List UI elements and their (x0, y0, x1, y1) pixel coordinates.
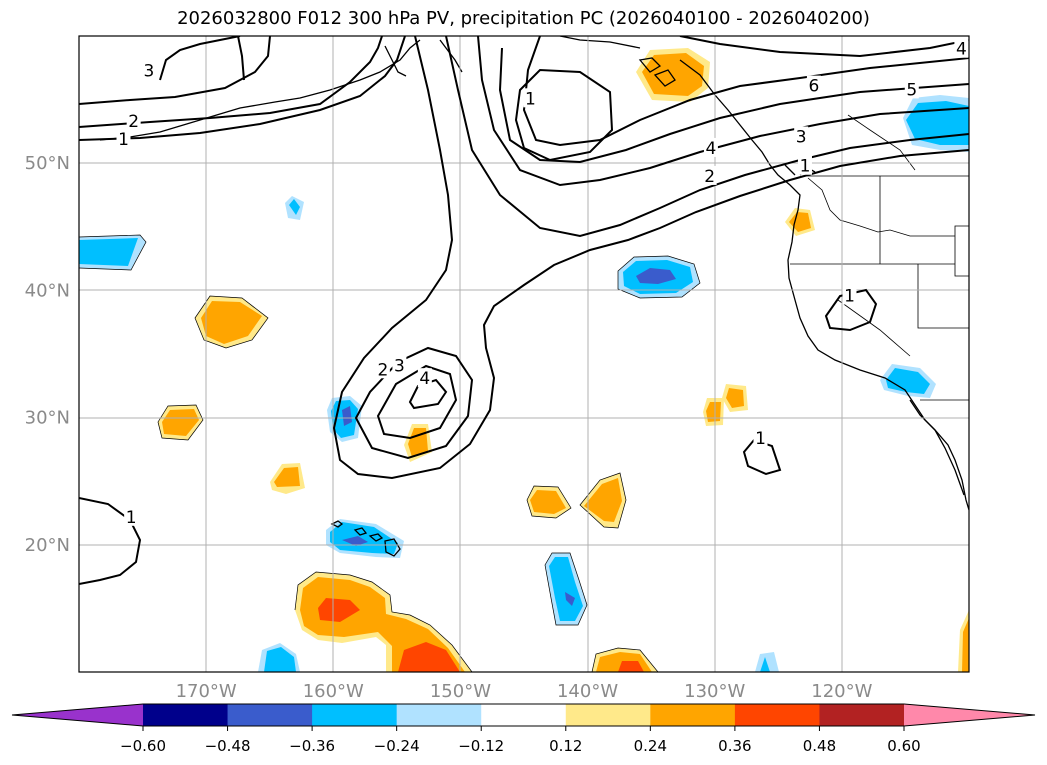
contour-label: 3 (144, 61, 155, 81)
contour-label-gap (794, 126, 809, 146)
contour-label-gap (797, 155, 812, 175)
lon-tick-label: 120°W (811, 681, 872, 702)
colorbar-extend-low (12, 704, 143, 726)
contour-label: 1 (126, 508, 137, 528)
colorbar-segment (734, 704, 820, 726)
contour-label-gap (124, 506, 139, 526)
contour-label-gap (703, 137, 718, 157)
contour-label-gap (523, 88, 538, 108)
lon-tick-label: 150°W (430, 681, 491, 702)
colorbar-segment (143, 704, 229, 726)
lon-tick-label: 130°W (684, 681, 745, 702)
contour-label-gap (954, 38, 969, 58)
contour-label-gap (806, 75, 821, 95)
colorbar-extend-high (904, 704, 1035, 726)
colorbar-tick-label: 0.48 (803, 737, 836, 755)
colorbar-tick-label: −0.12 (458, 737, 504, 755)
lon-tick-label: 170°W (176, 681, 237, 702)
colorbar-tick-label: −0.36 (289, 737, 335, 755)
colorbar-segment (565, 704, 651, 726)
colorbar-tick-label: 0.12 (549, 737, 582, 755)
coastlines (99, 36, 969, 557)
contour-label-gap (126, 111, 141, 131)
colorbar-segment (396, 704, 482, 726)
contour-label-gap (417, 368, 432, 388)
precipitation-outlines (79, 234, 701, 672)
contour-label: 1 (118, 130, 129, 150)
contour-label: 1 (844, 286, 855, 306)
contour-label-gap (141, 60, 156, 80)
lat-tick-label: 50°N (25, 153, 70, 174)
contour-label-gap (753, 427, 768, 447)
contour-label-gap (392, 355, 407, 375)
longitude-labels: 170°W 160°W 150°W 140°W 130°W 120°W (176, 681, 873, 702)
colorbar-segment (312, 704, 398, 726)
colorbar: −0.60 −0.48 −0.36 −0.24 −0.12 0.12 0.24 0.36 0.4… (11, 703, 1036, 755)
colorbar-tick-label: −0.60 (120, 737, 166, 755)
contour-label-gap (904, 79, 919, 99)
contour-label: 2 (128, 112, 139, 132)
contour-label: 2 (377, 360, 388, 380)
colorbar-tick-label: 0.36 (718, 737, 751, 755)
page-title: 2026032800 F012 300 hPa PV, precipitatio… (177, 8, 870, 29)
colorbar-tick-label: −0.48 (205, 737, 251, 755)
contour-label: 6 (808, 77, 819, 97)
contour-label: 3 (394, 356, 405, 376)
plot-frame (78, 35, 970, 673)
contour-label: 1 (800, 157, 811, 177)
contour-label: 3 (796, 127, 807, 147)
latitude-labels: 50°N 40°N 30°N 20°N (25, 153, 70, 556)
colorbar-tick-label: 0.24 (634, 737, 667, 755)
lat-tick-label: 30°N (25, 408, 70, 429)
contour-label-gap (842, 285, 857, 305)
colorbar-segment (819, 704, 905, 726)
contour-label-gap (116, 129, 131, 149)
lat-tick-label: 20°N (25, 535, 70, 556)
contour-label: 1 (525, 89, 536, 109)
contour-label: 4 (956, 40, 967, 60)
contour-label: 1 (755, 429, 766, 449)
contour-label-gap (702, 165, 717, 185)
contour-label: 5 (906, 80, 917, 100)
contour-label: 4 (419, 369, 430, 389)
colorbar-segment (650, 704, 736, 726)
contour-label-gap (375, 359, 390, 379)
contour-label: 2 (704, 167, 715, 187)
colorbar-segment (481, 704, 567, 726)
lon-tick-label: 140°W (557, 681, 618, 702)
lon-tick-label: 160°W (303, 681, 364, 702)
contour-label: 4 (705, 139, 716, 159)
lat-tick-label: 40°N (25, 280, 70, 301)
political-borders (790, 114, 969, 401)
precipitation-shading (79, 48, 969, 672)
colorbar-segment (227, 704, 313, 726)
colorbar-tick-label: −0.24 (374, 737, 420, 755)
colorbar-tick-label: 0.60 (887, 737, 920, 755)
